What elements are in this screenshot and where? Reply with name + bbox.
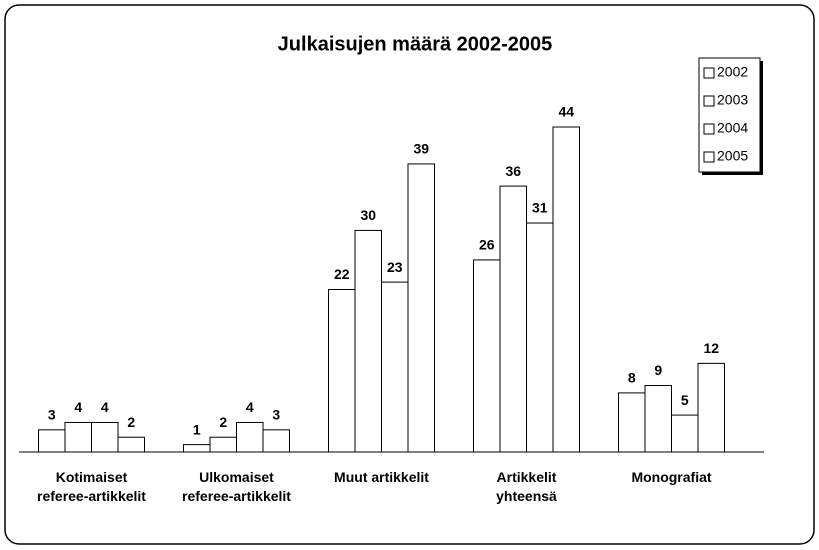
bar	[64, 421, 92, 453]
data-label: 26	[479, 237, 495, 253]
data-label: 22	[334, 266, 350, 282]
data-label: 2	[127, 414, 135, 430]
bar	[552, 126, 580, 453]
chart-title: Julkaisujen määrä 2002-2005	[278, 33, 553, 55]
data-label: 31	[532, 200, 548, 216]
bar	[473, 259, 501, 453]
data-label: 9	[654, 362, 662, 378]
x-tick-label: Ulkomaiset referee-artikkelit	[182, 469, 291, 504]
legend-label: 2003	[717, 92, 748, 108]
data-label: 1	[193, 421, 201, 437]
bar	[91, 421, 119, 453]
data-label: 12	[703, 340, 719, 356]
x-tick-label: Monografiat	[631, 469, 712, 485]
data-label: 39	[413, 141, 429, 157]
bar	[644, 385, 672, 453]
bar	[381, 281, 409, 453]
legend-label: 2005	[717, 148, 748, 164]
data-label: 4	[101, 399, 109, 415]
data-label: 44	[558, 104, 574, 120]
legend-label: 2004	[717, 120, 748, 136]
data-label: 36	[505, 163, 521, 179]
bar	[618, 392, 646, 453]
bar	[262, 429, 290, 453]
legend-swatch	[703, 151, 715, 163]
x-tick-label: Muut artikkelit	[334, 469, 429, 485]
bar	[499, 185, 527, 453]
data-label: 3	[272, 407, 280, 423]
legend-label: 2002	[717, 64, 748, 80]
x-tick-label: Artikkelit yhteensä	[496, 469, 557, 504]
bar	[354, 229, 382, 453]
bar	[697, 362, 725, 453]
data-label: 23	[387, 259, 403, 275]
bar	[328, 289, 356, 453]
data-label: 30	[360, 207, 376, 223]
data-label: 2	[219, 414, 227, 430]
bar	[38, 429, 66, 453]
data-label: 5	[681, 392, 689, 408]
bar	[407, 163, 435, 453]
bar	[183, 444, 211, 453]
legend-swatch	[703, 67, 715, 79]
data-label: 3	[48, 407, 56, 423]
bar	[117, 436, 145, 453]
bar	[209, 436, 237, 453]
x-tick-label: Kotimaiset referee-artikkelit	[37, 469, 146, 504]
bar	[671, 414, 699, 453]
data-label: 4	[74, 399, 82, 415]
data-label: 4	[246, 399, 254, 415]
data-label: 8	[628, 370, 636, 386]
bar	[236, 421, 264, 453]
bar	[526, 222, 554, 453]
legend-swatch	[703, 95, 715, 107]
legend-swatch	[703, 123, 715, 135]
